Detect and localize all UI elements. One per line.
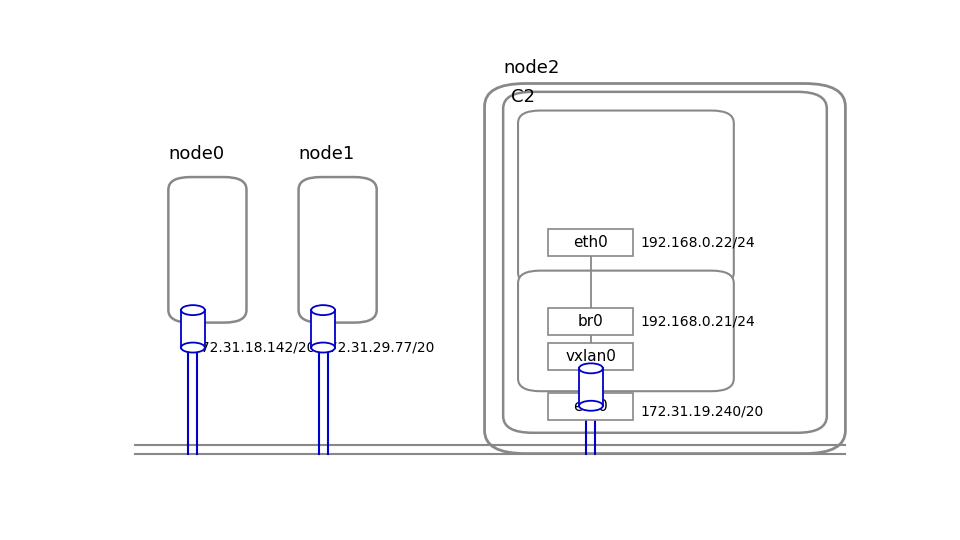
- Bar: [548, 343, 634, 370]
- FancyBboxPatch shape: [485, 84, 846, 454]
- Bar: [548, 308, 634, 335]
- FancyBboxPatch shape: [503, 92, 827, 433]
- FancyBboxPatch shape: [518, 271, 733, 391]
- Ellipse shape: [181, 305, 204, 315]
- Bar: [548, 393, 634, 420]
- Text: br0: br0: [578, 314, 604, 329]
- Text: node2: node2: [503, 59, 560, 77]
- FancyBboxPatch shape: [299, 177, 376, 322]
- Ellipse shape: [579, 401, 603, 411]
- Text: eth0: eth0: [573, 235, 608, 250]
- Text: 192.168.0.21/24: 192.168.0.21/24: [641, 315, 756, 329]
- Ellipse shape: [311, 305, 335, 315]
- Text: 192.168.0.22/24: 192.168.0.22/24: [641, 236, 756, 250]
- Bar: [579, 368, 603, 406]
- Text: 172.31.19.240/20: 172.31.19.240/20: [641, 405, 764, 419]
- Ellipse shape: [579, 363, 603, 373]
- Text: C2: C2: [511, 89, 535, 106]
- Text: node0: node0: [168, 145, 225, 163]
- FancyBboxPatch shape: [168, 177, 247, 322]
- Bar: [548, 229, 634, 256]
- Text: eth0: eth0: [573, 399, 608, 414]
- Ellipse shape: [181, 342, 204, 353]
- Bar: [311, 310, 335, 348]
- Text: 172.31.18.142/20: 172.31.18.142/20: [193, 341, 316, 355]
- Bar: [181, 310, 204, 348]
- FancyBboxPatch shape: [518, 111, 733, 285]
- Text: node1: node1: [299, 145, 355, 163]
- Text: 172.31.29.77/20: 172.31.29.77/20: [321, 341, 435, 355]
- Text: vxlan0: vxlan0: [565, 349, 616, 364]
- Ellipse shape: [311, 342, 335, 353]
